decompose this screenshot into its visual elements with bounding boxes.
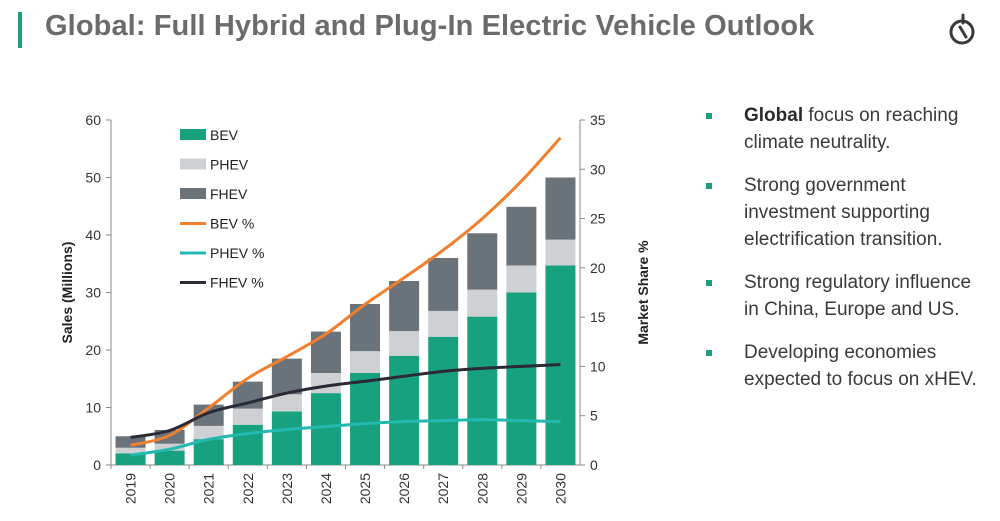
- bullet-marker: [706, 183, 712, 189]
- bar-phev: [467, 289, 498, 317]
- y2-tick-label: 30: [590, 161, 606, 177]
- bar-fhev: [389, 281, 420, 332]
- bar-bev: [350, 373, 381, 465]
- bar-phev: [506, 265, 537, 293]
- legend-label-bev: BEV: [210, 127, 239, 143]
- x-tick-label: 2023: [279, 473, 295, 504]
- x-tick-label: 2019: [123, 473, 139, 504]
- bar-fhev: [545, 177, 576, 240]
- y-tick-label: 30: [85, 285, 101, 301]
- legend-label-bev-: BEV %: [210, 216, 254, 232]
- y2-tick-label: 25: [590, 211, 606, 227]
- bar-bev: [506, 292, 537, 465]
- y2-tick-label: 5: [590, 408, 598, 424]
- y-tick-label: 60: [85, 112, 101, 128]
- y2-tick-label: 10: [590, 358, 606, 374]
- bar-bev: [310, 393, 341, 465]
- legend-label-phev-: PHEV %: [210, 245, 264, 261]
- bullet-item: Developing economies expected to focus o…: [706, 339, 986, 393]
- bullet-marker: [706, 280, 712, 286]
- x-tick-label: 2022: [240, 473, 256, 504]
- bullet-text: Strong government investment supporting …: [744, 175, 943, 250]
- bar-phev: [310, 373, 341, 394]
- bar-phev: [232, 408, 263, 425]
- y-tick-label: 0: [93, 457, 101, 473]
- bullet-list: Global focus on reaching climate neutral…: [706, 102, 986, 409]
- bullet-marker: [706, 113, 712, 119]
- bar-phev: [545, 239, 576, 266]
- bar-fhev: [115, 436, 146, 448]
- bar-fhev: [467, 233, 498, 290]
- x-tick-label: 2024: [318, 473, 334, 504]
- y-tick-label: 10: [85, 400, 101, 416]
- line-phev-: [130, 418, 561, 457]
- bullet-text: Strong regulatory influence in China, Eu…: [744, 272, 972, 320]
- x-tick-label: 2020: [162, 473, 178, 504]
- bar-phev: [428, 310, 459, 337]
- page-title: Global: Full Hybrid and Plug-In Electric…: [45, 10, 815, 42]
- legend-label-fhev: FHEV: [210, 186, 248, 202]
- bar-phev: [115, 447, 146, 454]
- bar-bev: [115, 453, 146, 465]
- y-axis-title: Sales (Millions): [59, 242, 75, 344]
- bar-bev: [271, 411, 302, 465]
- bar-phev: [389, 331, 420, 356]
- bar-bev: [389, 355, 420, 465]
- x-tick-label: 2030: [552, 473, 568, 504]
- bullet-marker: [706, 350, 712, 356]
- y2-tick-label: 35: [590, 112, 606, 128]
- bullet-item: Strong regulatory influence in China, Eu…: [706, 269, 986, 323]
- bar-bev: [193, 439, 224, 465]
- x-tick-label: 2028: [474, 473, 490, 504]
- bar-bev: [467, 316, 498, 465]
- legend-swatch-fhev: [180, 188, 206, 199]
- bullet-bold: Global: [744, 105, 804, 126]
- y-tick-label: 40: [85, 227, 101, 243]
- x-tick-label: 2025: [357, 473, 373, 504]
- compass-logo-icon: [949, 13, 975, 45]
- y2-tick-label: 15: [590, 309, 606, 325]
- bar-fhev: [506, 206, 537, 266]
- legend-label-fhev-: FHEV %: [210, 275, 264, 291]
- bar-fhev: [428, 258, 459, 311]
- bar-fhev: [271, 358, 302, 395]
- bullet-text: Developing economies expected to focus o…: [744, 342, 977, 390]
- bar-phev: [154, 443, 185, 451]
- x-tick-label: 2021: [201, 473, 217, 504]
- x-tick-label: 2027: [435, 473, 451, 504]
- bar-phev: [350, 351, 381, 373]
- y-tick-label: 20: [85, 342, 101, 358]
- bar-bev: [428, 336, 459, 465]
- legend-swatch-phev: [180, 158, 206, 170]
- x-tick-label: 2026: [396, 473, 412, 504]
- line-fhev-: [130, 362, 561, 439]
- y2-tick-label: 0: [590, 457, 598, 473]
- bar-fhev: [310, 331, 341, 373]
- line-bev-: [130, 136, 562, 447]
- bar-phev: [193, 425, 224, 440]
- bullet-text: focus on reaching climate neutrality.: [744, 105, 959, 153]
- legend-swatch-bev: [180, 129, 206, 140]
- y2-tick-label: 20: [590, 260, 606, 276]
- y2-axis-title: Market Share %: [635, 240, 651, 345]
- y-tick-label: 50: [85, 170, 101, 186]
- bar-phev: [271, 394, 302, 412]
- title-accent-bar: [18, 12, 22, 48]
- bullet-item: Strong government investment supporting …: [706, 172, 986, 253]
- bullet-item: Global focus on reaching climate neutral…: [706, 102, 986, 156]
- legend-label-phev: PHEV: [210, 157, 249, 173]
- bar-bev: [154, 450, 185, 465]
- x-tick-label: 2029: [513, 473, 529, 504]
